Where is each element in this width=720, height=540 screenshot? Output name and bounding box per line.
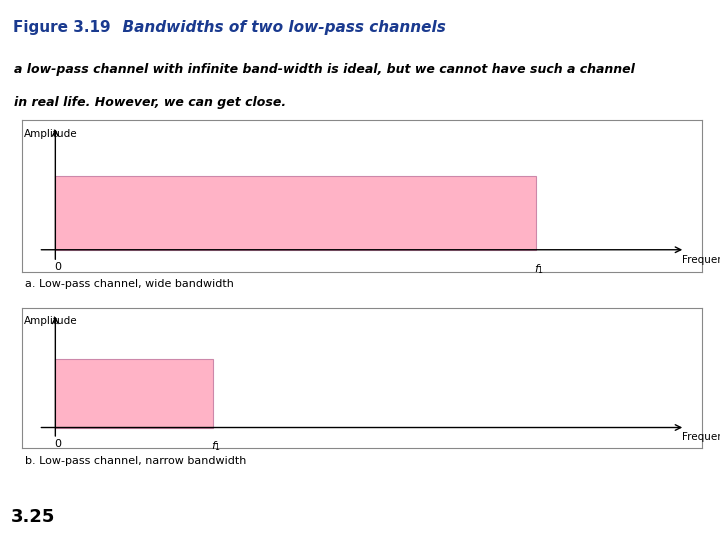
Text: b. Low-pass channel, narrow bandwidth: b. Low-pass channel, narrow bandwidth — [25, 456, 246, 466]
Text: $f_1$: $f_1$ — [534, 262, 544, 276]
Text: in real life. However, we can get close.: in real life. However, we can get close. — [14, 96, 287, 109]
Text: Bandwidths of two low-pass channels: Bandwidths of two low-pass channels — [112, 20, 446, 35]
Text: Amplitude: Amplitude — [24, 129, 78, 139]
Text: Amplitude: Amplitude — [24, 316, 78, 326]
Text: 3.25: 3.25 — [11, 509, 55, 526]
Text: 0: 0 — [55, 439, 62, 449]
Text: Frequency: Frequency — [683, 255, 720, 265]
Text: a low-pass channel with infinite band-width is ideal, but we cannot have such a : a low-pass channel with infinite band-wi… — [14, 63, 635, 76]
Text: $f_1$: $f_1$ — [210, 439, 220, 453]
Bar — [55, 359, 213, 428]
Text: Frequency: Frequency — [683, 432, 720, 442]
Text: a. Low-pass channel, wide bandwidth: a. Low-pass channel, wide bandwidth — [25, 279, 234, 289]
Text: 0: 0 — [55, 262, 62, 272]
Bar — [55, 176, 536, 250]
Text: Figure 3.19: Figure 3.19 — [13, 20, 111, 35]
